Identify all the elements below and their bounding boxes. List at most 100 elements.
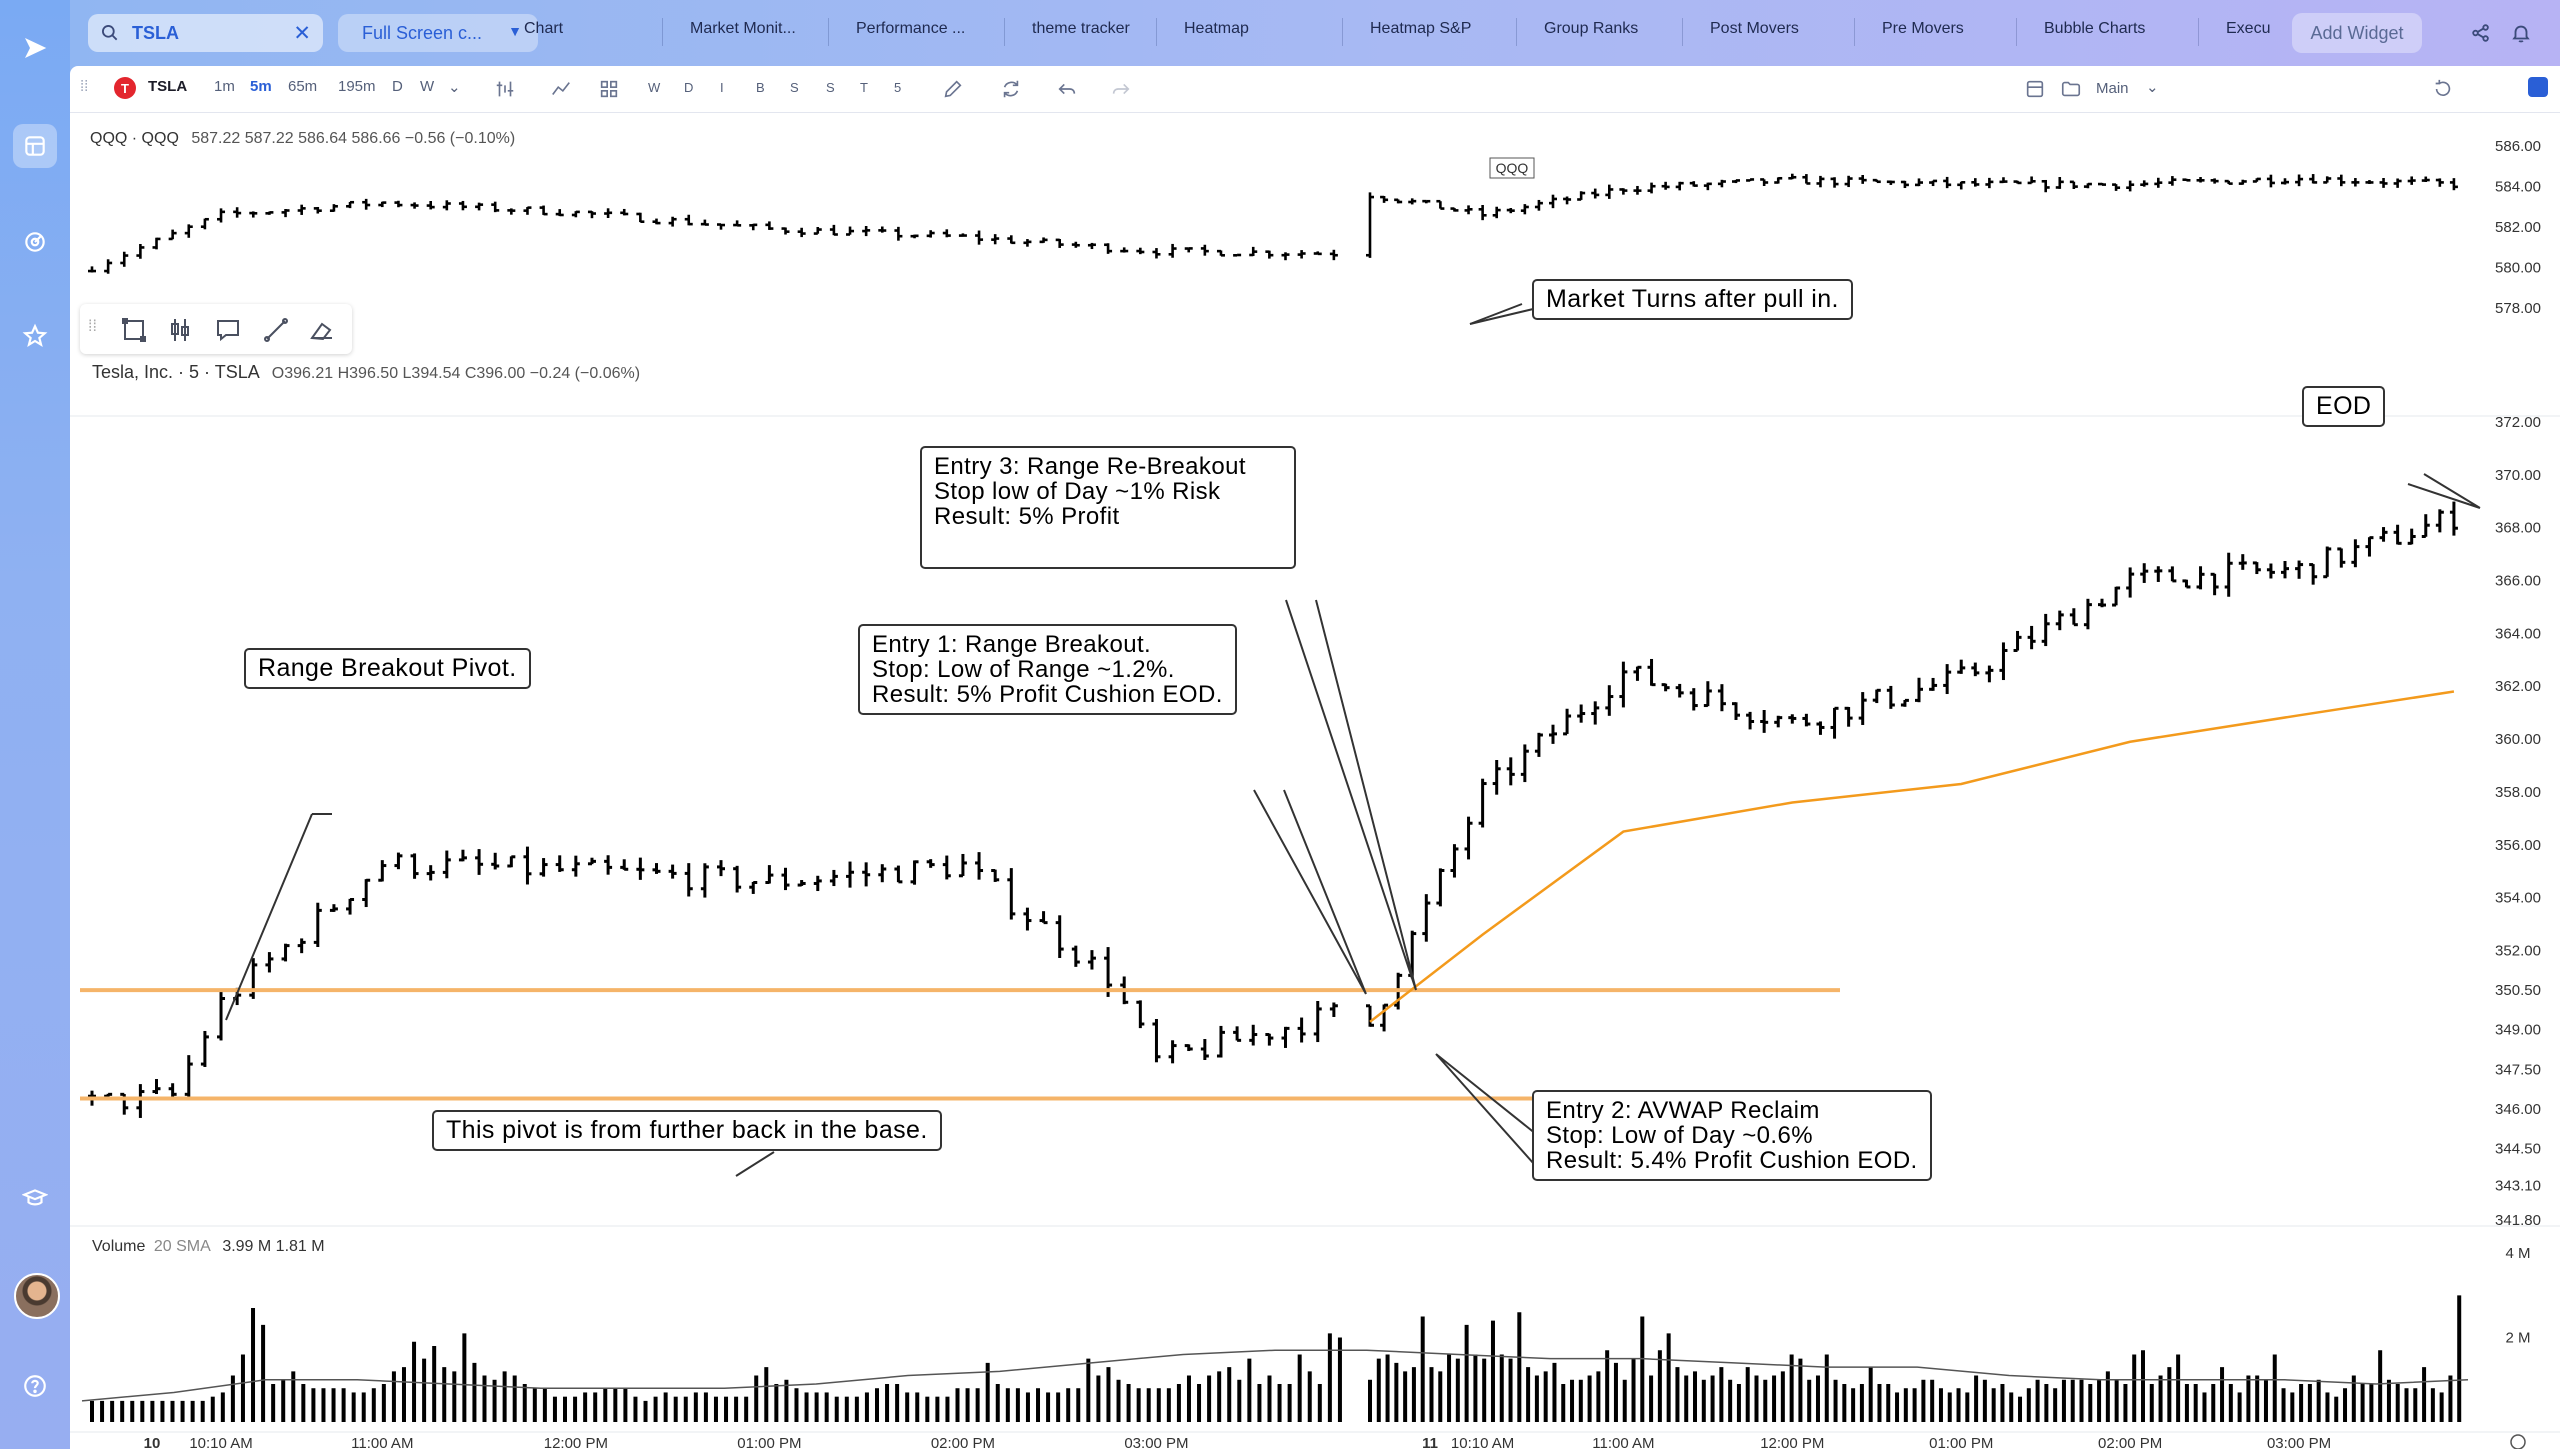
rail-education-cap-icon[interactable] — [13, 1176, 57, 1220]
qqq-price-bar — [2266, 174, 2275, 188]
toolbar-symbol[interactable]: TSLA — [148, 78, 188, 95]
widget-tab-3[interactable]: theme tracker — [1032, 20, 1130, 37]
settings-square-icon[interactable] — [2528, 77, 2548, 97]
rail-scanner-icon[interactable] — [13, 220, 57, 264]
qqq-price-bar — [346, 200, 355, 209]
tsla-price-label: 366.00 — [2495, 573, 2541, 590]
qqq-price-bar — [878, 226, 887, 233]
widget-tab-9[interactable]: Bubble Charts — [2044, 20, 2146, 37]
qqq-price-label: 578.00 — [2495, 300, 2541, 317]
symbol-search-box[interactable]: TSLA ✕ — [88, 14, 323, 52]
templates-grid-icon[interactable] — [598, 78, 620, 104]
clear-search-icon[interactable]: ✕ — [293, 22, 311, 45]
draw-pencil-icon[interactable] — [942, 78, 964, 104]
compare-line-icon[interactable] — [550, 78, 572, 104]
widget-tab-2[interactable]: Performance ... — [856, 20, 966, 37]
qqq-price-bar — [749, 223, 758, 231]
tsla-price-bar — [152, 1079, 161, 1095]
widget-tab-5[interactable]: Heatmap S&P — [1370, 20, 1472, 37]
qqq-price-bar — [1249, 246, 1258, 257]
tsla-price-bar — [346, 897, 355, 915]
qqq-price-bar — [1023, 239, 1032, 247]
widget-tab-6[interactable]: Group Ranks — [1544, 20, 1639, 37]
toolbar-letter-button[interactable]: W — [648, 80, 661, 95]
qqq-price-bar — [1971, 178, 1980, 187]
user-avatar[interactable] — [14, 1273, 60, 1319]
tsla-price-label: 349.00 — [2495, 1022, 2541, 1039]
history-icon[interactable] — [2432, 78, 2454, 104]
trendline-tool-icon[interactable] — [262, 316, 290, 344]
widget-tab-1[interactable]: Market Monit... — [690, 20, 796, 37]
toolbar-letter-button[interactable]: 5 — [894, 80, 902, 95]
tsla-price-bar — [1039, 911, 1048, 925]
folder-icon[interactable] — [2060, 78, 2082, 104]
undo-icon[interactable] — [1056, 78, 1078, 104]
qqq-price-bar — [1900, 180, 1909, 189]
tsla-legend-values: O396.21 H396.50 L394.54 C396.00 −0.24 (−… — [271, 365, 641, 382]
tsla-price-bar — [313, 902, 322, 948]
interval-5m[interactable]: 5m — [250, 78, 272, 95]
widget-tab-10[interactable]: Execu — [2226, 20, 2271, 37]
tsla-price-bar — [217, 989, 226, 1041]
layout-name[interactable]: Main — [2096, 80, 2129, 97]
interval-1m[interactable]: 1m — [214, 78, 235, 95]
tsla-price-bar — [1265, 1033, 1274, 1046]
widget-tab-8[interactable]: Pre Movers — [1882, 20, 1964, 37]
toolbar-letter-button[interactable]: T — [860, 80, 868, 95]
widget-tab-0[interactable]: Chart — [524, 20, 564, 37]
widget-tab-4[interactable]: Heatmap — [1184, 20, 1249, 37]
rail-favorites-star-icon[interactable] — [13, 314, 57, 358]
interval-W[interactable]: W — [420, 78, 435, 95]
toolbar-letter-button[interactable]: S — [826, 80, 835, 95]
tsla-price-bar — [604, 855, 613, 875]
qqq-price-bar — [1492, 206, 1501, 219]
interval-chevron-icon[interactable]: ⌄ — [448, 79, 461, 96]
rail-dashboard-icon[interactable] — [13, 124, 57, 168]
refresh-icon[interactable] — [1000, 78, 1022, 104]
eraser-tool-icon[interactable] — [308, 316, 336, 344]
tsla-price-bar — [1329, 1002, 1338, 1017]
toolbar-letter-button[interactable]: B — [756, 80, 765, 95]
candle-tool-icon[interactable] — [166, 316, 194, 344]
tab-divider — [1516, 18, 1517, 46]
tsla-price-bar — [2069, 608, 2078, 627]
interval-195m[interactable]: 195m — [338, 78, 376, 95]
rail-help-icon[interactable] — [13, 1364, 57, 1408]
notifications-bell-icon[interactable] — [2506, 18, 2536, 48]
tsla-price-bar — [2055, 610, 2064, 631]
widget-tab-7[interactable]: Post Movers — [1710, 20, 1799, 37]
chevron-down-icon: ▼ — [508, 23, 522, 39]
layout-selector[interactable]: Full Screen c... ▼ — [338, 14, 538, 52]
add-widget-button[interactable]: Add Widget — [2292, 13, 2422, 53]
tsla-price-bar — [2281, 561, 2289, 579]
toolbar-letter-button[interactable]: I — [720, 80, 724, 95]
layout-chevron-icon[interactable]: ⌄ — [2146, 79, 2159, 96]
callout-range-pivot: Range Breakout Pivot. — [244, 648, 531, 689]
comment-tool-icon[interactable] — [214, 316, 242, 344]
qqq-price-bar — [1450, 207, 1459, 212]
palette-drag-handle-icon[interactable]: ⁞⁞ — [88, 318, 97, 335]
drag-handle-icon[interactable]: ⁞⁞ — [80, 78, 89, 95]
redo-icon[interactable] — [1110, 78, 1132, 104]
interval-D[interactable]: D — [392, 78, 403, 95]
layout-panel-icon[interactable] — [2024, 78, 2046, 104]
interval-65m[interactable]: 65m — [288, 78, 318, 95]
time-axis-label: 01:00 PM — [1929, 1435, 1993, 1449]
indicators-icon[interactable] — [494, 78, 516, 104]
tsla-price-bar — [2210, 572, 2219, 596]
qqq-price-bar — [604, 208, 613, 218]
share-icon[interactable] — [2466, 18, 2496, 48]
logo-play-icon[interactable] — [13, 26, 57, 70]
tsla-price-bar — [668, 864, 677, 879]
toolbar-letter-button[interactable]: S — [790, 80, 799, 95]
qqq-price-bar — [1577, 191, 1586, 201]
tsla-price-bar — [846, 861, 855, 888]
toolbar-letter-button[interactable]: D — [684, 80, 694, 95]
qqq-price-bar — [1717, 179, 1726, 188]
volume-legend-name: Volume — [92, 1238, 146, 1255]
qqq-price-bar — [168, 229, 177, 241]
tsla-price-bar — [1168, 1040, 1177, 1064]
qqq-price-bar — [2393, 178, 2402, 188]
rectangle-tool-icon[interactable] — [120, 316, 148, 344]
chart-canvas[interactable]: 586.00 584.00 582.00 580.00 578.00 QQQ 372.00 3… — [70, 112, 2560, 1449]
